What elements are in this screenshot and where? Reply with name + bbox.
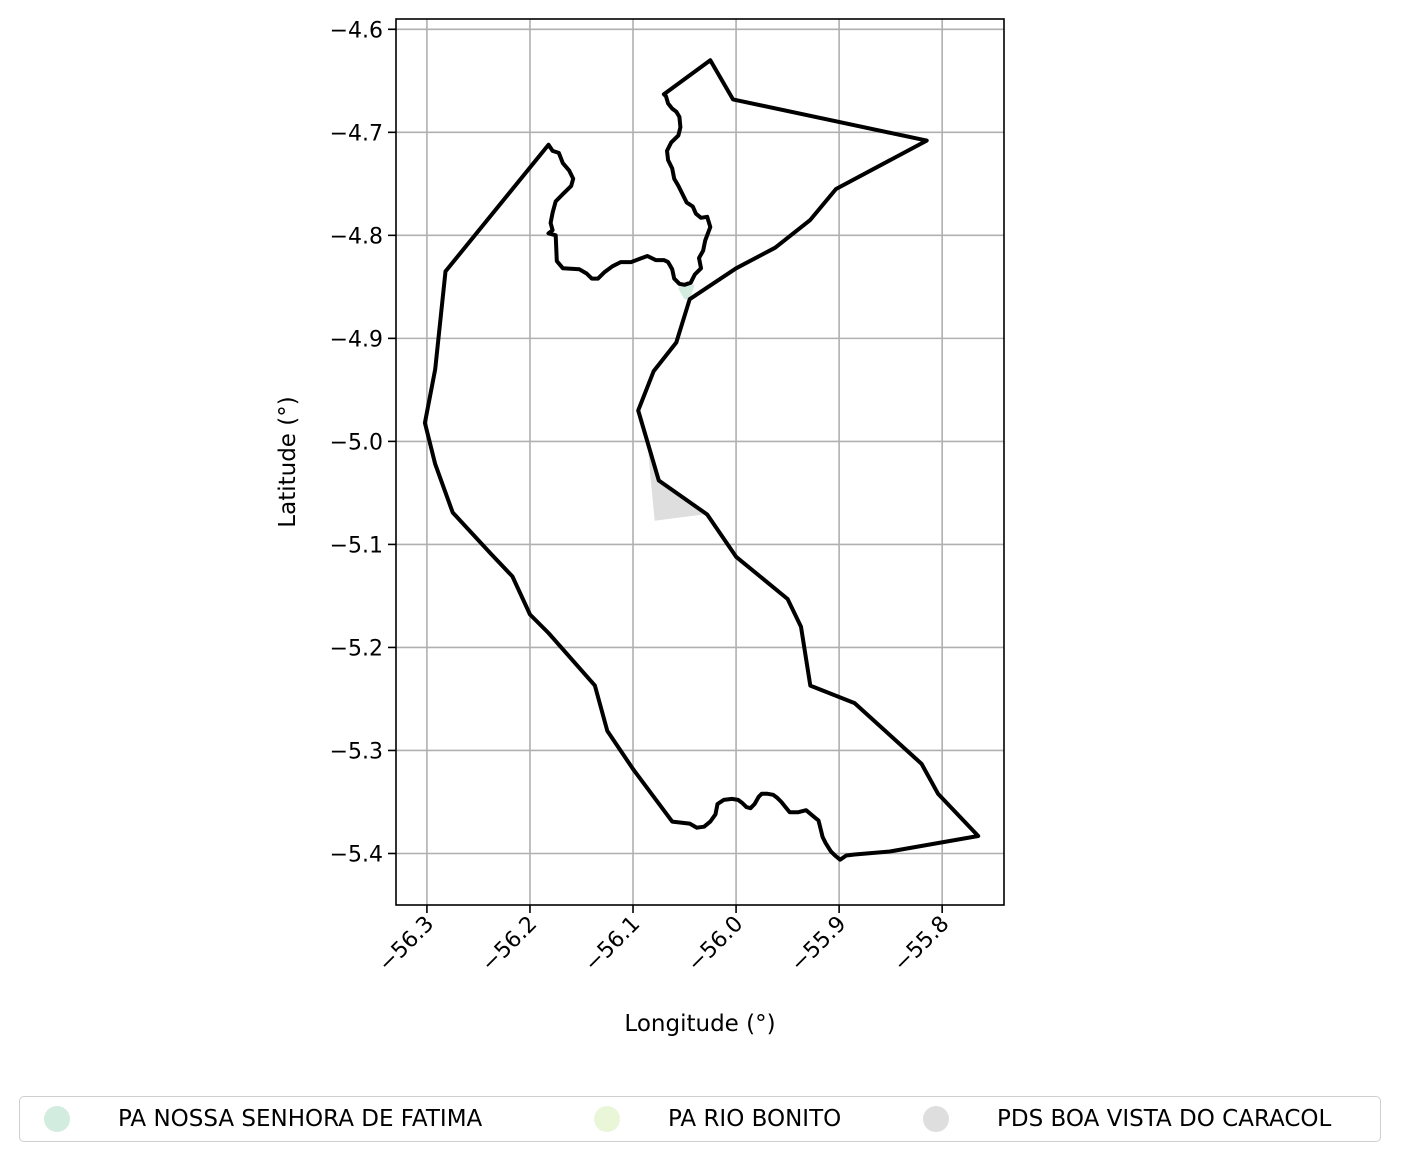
municipality-boundary: [422, 58, 981, 862]
y-tick-label: −5.4: [330, 842, 383, 867]
y-tick-label: −4.9: [330, 327, 383, 352]
region-fills: [647, 284, 704, 521]
y-tick-label: −5.2: [330, 636, 383, 661]
x-tick-label: −55.8: [889, 912, 954, 977]
plot-frame: [395, 18, 1005, 906]
x-tick-label: −56.2: [477, 912, 542, 977]
legend-marker-icon: [44, 1106, 70, 1132]
x-tick-label: −56.3: [374, 912, 439, 977]
y-axis-label: Latitude (°): [275, 396, 301, 527]
legend-label: PA RIO BONITO: [668, 1106, 842, 1132]
plot-background: [396, 19, 1004, 905]
region-0: [678, 284, 695, 300]
x-tick-label: −55.9: [786, 912, 851, 977]
legend-label: PDS BOA VISTA DO CARACOL: [997, 1106, 1332, 1132]
legend-item-boa-vista-do-caracol: PDS BOA VISTA DO CARACOL: [923, 1097, 1331, 1141]
y-tick-label: −5.1: [330, 533, 383, 558]
y-tick-label: −4.7: [330, 121, 383, 146]
x-tick-label: −56.1: [580, 912, 645, 977]
legend-item-rio-bonito: PA RIO BONITO: [594, 1097, 841, 1141]
region-2: [647, 441, 704, 521]
y-tick-label: −5.0: [330, 430, 383, 455]
y-tick-label: −4.6: [330, 18, 383, 43]
legend-label: PA NOSSA SENHORA DE FATIMA: [118, 1106, 483, 1132]
y-tick-label: −4.8: [330, 224, 383, 249]
y-tick-label: −5.3: [330, 739, 383, 764]
legend-marker-icon: [594, 1106, 620, 1132]
x-axis-label: Longitude (°): [624, 1011, 775, 1037]
grid-lines: [396, 19, 1004, 905]
legend-marker-icon: [923, 1106, 949, 1132]
x-tick-label: −56.0: [683, 912, 748, 977]
legend-item-nossa-senhora-de-fatima: PA NOSSA SENHORA DE FATIMA: [44, 1097, 482, 1141]
map-figure: −56.3 −56.2 −56.1 −56.0 −55.9 −55.8 −4.6 −4.7 −4…: [275, 18, 1005, 1037]
legend: PA NOSSA SENHORA DE FATIMA PA RIO BONITO…: [19, 1096, 1381, 1142]
